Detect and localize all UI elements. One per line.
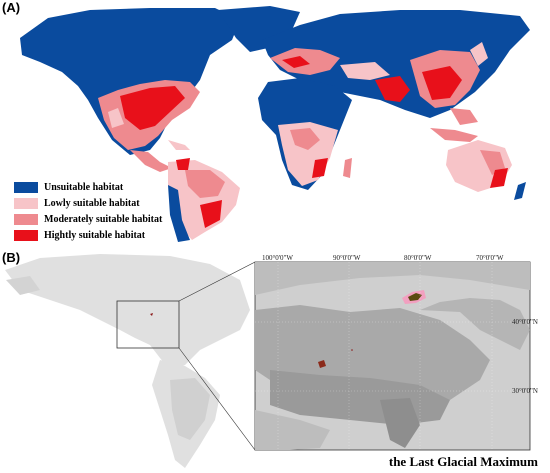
zoom-connector-bottom [178, 347, 256, 451]
legend-swatch [14, 213, 38, 225]
legend-swatch [14, 229, 38, 241]
south-america [168, 158, 240, 242]
period-caption: the Last Glacial Maximum [388, 454, 538, 469]
latitude-label-40n: 40°0'0"N [512, 318, 538, 326]
legend-label: Lowly suitable habitat [44, 197, 140, 209]
map-legend: Unsuitable habitat Lowly suitable habita… [14, 180, 162, 244]
legend-swatch [14, 181, 38, 193]
longitude-label-70w: 70°0'0"W [476, 254, 504, 262]
legend-item-lowly: Lowly suitable habitat [14, 196, 162, 210]
occurrence-point [351, 349, 353, 351]
legend-label: Moderately suitable habitat [44, 213, 163, 225]
lgm-inset-map [254, 261, 531, 451]
north-america [20, 8, 240, 172]
longitude-label-80w: 80°0'0"W [404, 254, 432, 262]
graticule [255, 262, 530, 450]
lgm-map [5, 254, 531, 468]
legend-swatch [14, 197, 38, 209]
occurrence-core [408, 293, 422, 301]
panel-b-label: (B) [2, 250, 21, 265]
zoom-extent-box [116, 300, 180, 349]
eurasia [262, 10, 530, 125]
indonesia [430, 128, 478, 142]
legend-item-moderately: Moderately suitable habitat [14, 212, 162, 226]
world-suitability-map [20, 6, 530, 242]
africa [258, 78, 352, 190]
madagascar [343, 158, 352, 178]
longitude-label-100w: 100°0'0"W [262, 254, 294, 262]
legend-item-highly: Hightly suitable habitat [14, 228, 162, 242]
legend-label: Unsuitable habitat [44, 181, 124, 193]
occurrence-marker-small [150, 313, 153, 316]
legend-label: Hightly suitable habitat [44, 229, 146, 241]
greenland [218, 6, 300, 52]
panel-a-label: (A) [2, 0, 21, 15]
australia [446, 140, 512, 192]
lgm-world-landmass [5, 254, 250, 468]
legend-item-unsuitable: Unsuitable habitat [14, 180, 162, 194]
latitude-label-30n: 30°0'0"N [512, 387, 538, 395]
longitude-label-90w: 90°0'0"W [333, 254, 361, 262]
new-zealand [514, 182, 526, 200]
zoom-connector-top [178, 261, 256, 302]
occurrence-patch-south [318, 360, 326, 368]
